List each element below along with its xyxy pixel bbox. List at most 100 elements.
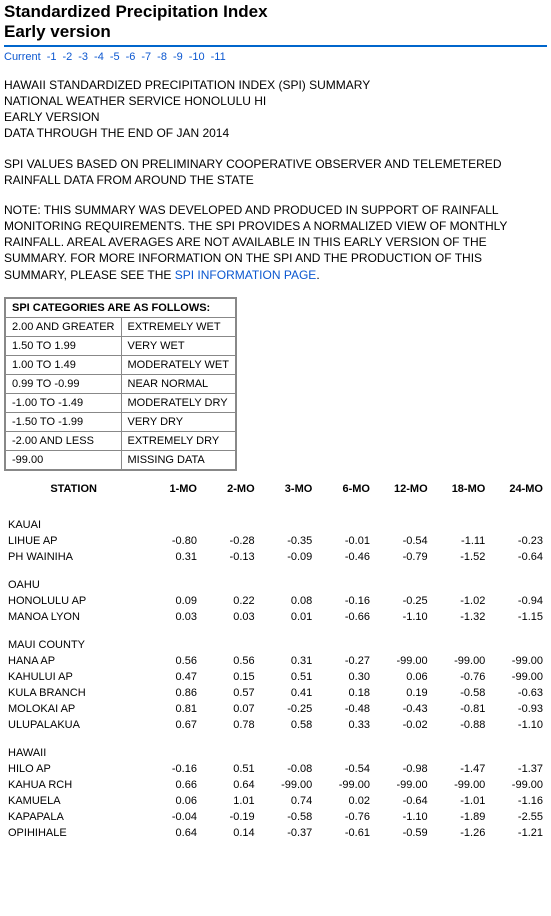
- intro-line: HAWAII STANDARDIZED PRECIPITATION INDEX …: [4, 77, 547, 93]
- col-period: 3-MO: [259, 481, 317, 505]
- value-cell: -0.25: [259, 701, 317, 717]
- value-cell: -1.21: [489, 825, 547, 841]
- value-cell: -0.01: [316, 533, 374, 549]
- nav-link[interactable]: -1: [47, 51, 57, 63]
- value-cell: 0.03: [201, 609, 259, 625]
- value-cell: -1.02: [432, 593, 490, 609]
- nav-link[interactable]: -3: [78, 51, 88, 63]
- value-cell: -1.15: [489, 609, 547, 625]
- page-title-line2: Early version: [4, 22, 547, 42]
- station-cell: LIHUE AP: [4, 533, 143, 549]
- value-cell: 0.06: [143, 793, 201, 809]
- station-cell: ULUPALAKUA: [4, 717, 143, 733]
- col-period: 6-MO: [316, 481, 374, 505]
- value-cell: 0.18: [316, 685, 374, 701]
- value-cell: 0.67: [143, 717, 201, 733]
- value-cell: -1.10: [489, 717, 547, 733]
- value-cell: 0.03: [143, 609, 201, 625]
- value-cell: 0.51: [201, 761, 259, 777]
- category-cell: VERY DRY: [121, 412, 236, 431]
- value-cell: -0.19: [201, 809, 259, 825]
- spi-info-link[interactable]: SPI INFORMATION PAGE: [175, 268, 317, 282]
- value-cell: -0.28: [201, 533, 259, 549]
- col-station: STATION: [4, 481, 143, 505]
- nav-link[interactable]: -10: [189, 51, 205, 63]
- category-cell: EXTREMELY DRY: [121, 431, 236, 450]
- value-cell: 0.56: [201, 653, 259, 669]
- station-cell: KAPAPALA: [4, 809, 143, 825]
- value-cell: 0.01: [259, 609, 317, 625]
- data-row: OPIHIHALE0.640.14-0.37-0.61-0.59-1.26-1.…: [4, 825, 547, 841]
- category-cell: MODERATELY WET: [121, 355, 236, 374]
- value-cell: 0.19: [374, 685, 432, 701]
- value-cell: -0.37: [259, 825, 317, 841]
- station-cell: HONOLULU AP: [4, 593, 143, 609]
- category-cell: NEAR NORMAL: [121, 374, 236, 393]
- value-cell: -1.52: [432, 549, 490, 565]
- data-row: PH WAINIHA0.31-0.13-0.09-0.46-0.79-1.52-…: [4, 549, 547, 565]
- station-cell: HANA AP: [4, 653, 143, 669]
- col-period: 24-MO: [489, 481, 547, 505]
- station-cell: KULA BRANCH: [4, 685, 143, 701]
- nav-link[interactable]: -4: [94, 51, 104, 63]
- value-cell: -1.16: [489, 793, 547, 809]
- section-name: HAWAII: [4, 733, 547, 761]
- nav-link[interactable]: -6: [126, 51, 136, 63]
- value-cell: -0.25: [374, 593, 432, 609]
- data-row: LIHUE AP-0.80-0.28-0.35-0.01-0.54-1.11-0…: [4, 533, 547, 549]
- value-cell: -0.58: [432, 685, 490, 701]
- value-cell: 0.31: [143, 549, 201, 565]
- value-cell: 1.01: [201, 793, 259, 809]
- nav-link[interactable]: -5: [110, 51, 120, 63]
- category-header: SPI CATEGORIES ARE AS FOLLOWS:: [5, 298, 236, 318]
- category-cell: 0.99 TO -0.99: [5, 374, 121, 393]
- value-cell: 0.81: [143, 701, 201, 717]
- value-cell: -0.81: [432, 701, 490, 717]
- value-cell: -99.00: [432, 653, 490, 669]
- value-cell: -1.47: [432, 761, 490, 777]
- para2: NOTE: THIS SUMMARY WAS DEVELOPED AND PRO…: [4, 202, 547, 283]
- value-cell: 0.41: [259, 685, 317, 701]
- nav-link[interactable]: -11: [211, 51, 226, 63]
- category-cell: VERY WET: [121, 336, 236, 355]
- value-cell: -0.27: [316, 653, 374, 669]
- value-cell: -0.09: [259, 549, 317, 565]
- nav-link[interactable]: -9: [173, 51, 183, 63]
- value-cell: 0.64: [201, 777, 259, 793]
- value-cell: -0.80: [143, 533, 201, 549]
- value-cell: 0.15: [201, 669, 259, 685]
- value-cell: -0.02: [374, 717, 432, 733]
- para2-block: NOTE: THIS SUMMARY WAS DEVELOPED AND PRO…: [4, 202, 547, 283]
- value-cell: -0.59: [374, 825, 432, 841]
- value-cell: 0.09: [143, 593, 201, 609]
- nav-link[interactable]: -2: [62, 51, 72, 63]
- value-cell: -0.48: [316, 701, 374, 717]
- category-row: 2.00 AND GREATEREXTREMELY WET: [5, 317, 236, 336]
- time-nav: Current -1 -2 -3 -4 -5 -6 -7 -8 -9 -10 -11: [4, 51, 547, 63]
- value-cell: 0.30: [316, 669, 374, 685]
- value-cell: -0.66: [316, 609, 374, 625]
- value-cell: 0.08: [259, 593, 317, 609]
- value-cell: 0.86: [143, 685, 201, 701]
- nav-link[interactable]: -8: [157, 51, 167, 63]
- section-header-row: MAUI COUNTY: [4, 625, 547, 653]
- value-cell: 0.58: [259, 717, 317, 733]
- value-cell: -1.11: [432, 533, 490, 549]
- nav-link[interactable]: -7: [141, 51, 151, 63]
- station-cell: PH WAINIHA: [4, 549, 143, 565]
- value-cell: 0.06: [374, 669, 432, 685]
- data-row: KAHUA RCH0.660.64-99.00-99.00-99.00-99.0…: [4, 777, 547, 793]
- data-row: KAPAPALA-0.04-0.19-0.58-0.76-1.10-1.89-2…: [4, 809, 547, 825]
- value-cell: -0.93: [489, 701, 547, 717]
- section-header-row: OAHU: [4, 565, 547, 593]
- station-cell: KAMUELA: [4, 793, 143, 809]
- value-cell: -0.79: [374, 549, 432, 565]
- intro-line: EARLY VERSION: [4, 109, 547, 125]
- section-header-row: KAUAI: [4, 505, 547, 533]
- data-row: KAHULUI AP0.470.150.510.300.06-0.76-99.0…: [4, 669, 547, 685]
- value-cell: 0.07: [201, 701, 259, 717]
- page-title-line1: Standardized Precipitation Index: [4, 2, 547, 22]
- value-cell: -0.54: [374, 533, 432, 549]
- nav-link[interactable]: Current: [4, 51, 41, 63]
- value-cell: -0.13: [201, 549, 259, 565]
